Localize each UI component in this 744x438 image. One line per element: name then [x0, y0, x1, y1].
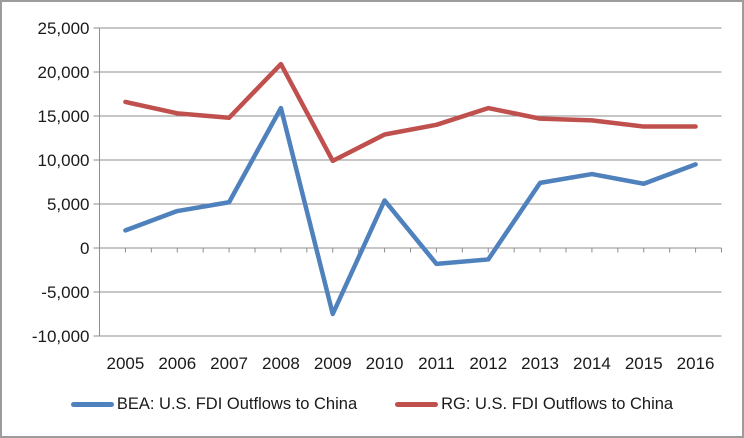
x-tick-label: 2009	[314, 354, 352, 373]
x-tick-label: 2007	[210, 354, 248, 373]
x-tick-label: 2016	[677, 354, 715, 373]
y-tick-label: 20,000	[38, 63, 90, 82]
bea-line-swatch	[70, 401, 114, 407]
y-tick-label: 5,000	[47, 195, 90, 214]
y-tick-label: 10,000	[38, 151, 90, 170]
y-tick-label: 25,000	[38, 19, 90, 38]
y-tick-label: -5,000	[41, 283, 89, 302]
x-tick-label: 2005	[107, 354, 145, 373]
x-tick-label: 2012	[469, 354, 507, 373]
x-tick-label: 2011	[418, 354, 455, 373]
legend-label-rg: RG: U.S. FDI Outflows to China	[441, 394, 674, 413]
legend-label-bea: BEA: U.S. FDI Outflows to China	[116, 394, 358, 413]
rg-line-swatch	[395, 401, 439, 407]
series-line-bea	[123, 105, 698, 317]
x-tick-label: 2010	[366, 354, 404, 373]
legend-item-rg: RG: U.S. FDI Outflows to China	[395, 395, 673, 414]
x-tick-label: 2015	[625, 354, 663, 373]
x-tick-label: 2008	[262, 354, 300, 373]
chart-legend: BEA: U.S. FDI Outflows to China RG: U.S.…	[2, 390, 742, 418]
y-tick-label: -10,000	[32, 327, 90, 346]
x-tick-label: 2014	[573, 354, 611, 373]
y-tick-label: 0	[80, 239, 89, 258]
x-tick-label: 2013	[521, 354, 559, 373]
legend-item-bea: BEA: U.S. FDI Outflows to China	[70, 394, 358, 414]
series-line-rg	[123, 61, 698, 164]
x-tick-label: 2006	[158, 354, 196, 373]
y-tick-label: 15,000	[38, 107, 90, 126]
